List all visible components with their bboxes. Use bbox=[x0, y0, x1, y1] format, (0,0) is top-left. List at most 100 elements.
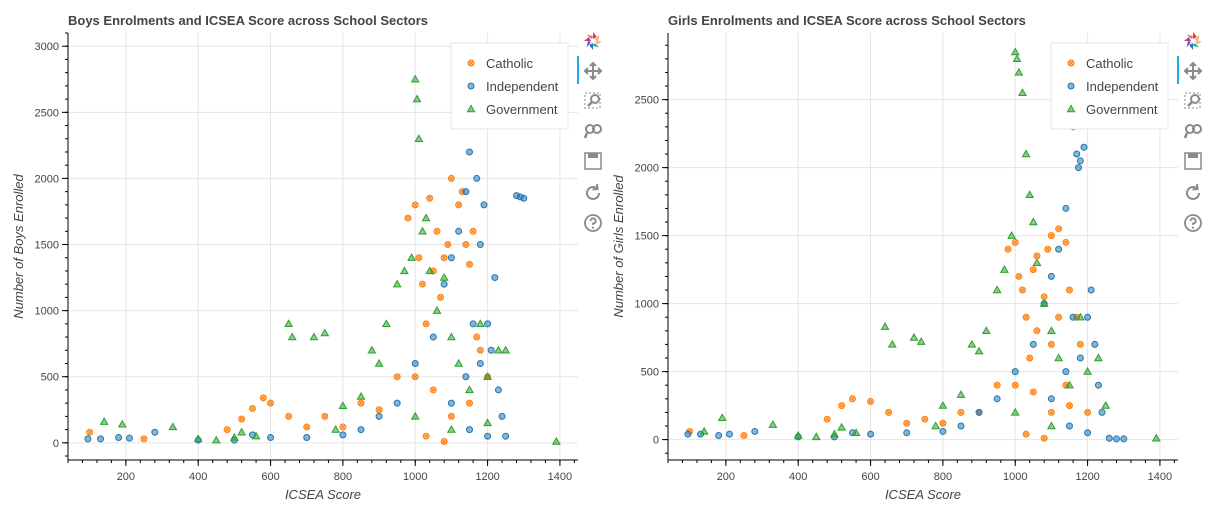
government-point bbox=[887, 339, 897, 348]
government-point bbox=[1021, 149, 1031, 158]
chart-title: Boys Enrolments and ICSEA Score across S… bbox=[68, 13, 428, 28]
catholic-point-cross bbox=[1027, 355, 1032, 361]
catholic-point-cross bbox=[424, 321, 429, 326]
x-tick-label: 400 bbox=[189, 471, 207, 483]
government-point bbox=[399, 266, 409, 275]
legend[interactable]: Catholic Independent Government bbox=[1050, 42, 1169, 130]
government-point bbox=[956, 390, 966, 398]
pan-icon[interactable] bbox=[582, 60, 606, 84]
catholic-point-cross bbox=[958, 410, 964, 415]
wheel-zoom-icon[interactable] bbox=[582, 120, 606, 144]
independent-point bbox=[476, 359, 484, 367]
legend-marker-catholic-cross bbox=[1068, 60, 1074, 66]
x-tick-label: 800 bbox=[334, 471, 352, 483]
independent-point bbox=[1029, 340, 1037, 348]
government-point bbox=[1093, 353, 1103, 362]
legend-box bbox=[450, 42, 569, 130]
government-point bbox=[465, 385, 474, 394]
y-axis-label: Number of Girls Enrolled bbox=[611, 175, 626, 318]
government-point bbox=[1046, 326, 1056, 335]
girls-scatter-plot[interactable]: Girls Enrolments and ICSEA Score across … bbox=[600, 0, 1200, 509]
save-icon[interactable] bbox=[582, 150, 606, 174]
boys-scatter-plot[interactable]: Boys Enrolments and ICSEA Score across S… bbox=[0, 0, 600, 509]
x-tick-label: 600 bbox=[861, 471, 879, 483]
catholic-point-cross bbox=[431, 387, 436, 393]
independent-point bbox=[1076, 157, 1084, 165]
catholic-point-cross bbox=[286, 414, 291, 419]
independent-point bbox=[440, 280, 448, 288]
catholic-point-cross bbox=[427, 196, 432, 201]
bokeh-logo-icon[interactable] bbox=[1182, 30, 1206, 54]
independent-point bbox=[339, 431, 347, 439]
independent-point bbox=[1098, 408, 1106, 416]
independent-point bbox=[1076, 354, 1084, 362]
catholic-point-cross bbox=[825, 417, 830, 422]
x-tick-label: 1000 bbox=[1003, 471, 1027, 483]
legend-label-independent[interactable]: Independent bbox=[486, 79, 559, 94]
y-tick-label: 2000 bbox=[35, 173, 59, 185]
legend-label-catholic[interactable]: Catholic bbox=[486, 56, 533, 71]
government-point bbox=[793, 430, 803, 439]
independent-point bbox=[1084, 429, 1092, 437]
government-point bbox=[475, 319, 485, 328]
bokeh-logo-icon[interactable] bbox=[582, 30, 606, 54]
x-tick-label: 200 bbox=[117, 471, 135, 483]
government-point bbox=[168, 422, 178, 431]
pan-icon[interactable] bbox=[1182, 60, 1206, 84]
government-point bbox=[367, 345, 377, 354]
catholic-point-cross bbox=[413, 374, 418, 379]
independent-point bbox=[1062, 368, 1070, 376]
wheel-zoom-icon[interactable] bbox=[1182, 120, 1206, 144]
government-point bbox=[1014, 67, 1024, 76]
box-zoom-icon[interactable] bbox=[582, 90, 606, 114]
reset-icon[interactable] bbox=[582, 182, 606, 206]
independent-point bbox=[462, 373, 470, 381]
reset-icon[interactable] bbox=[1182, 182, 1206, 206]
government-point bbox=[1018, 88, 1027, 97]
government-point bbox=[909, 333, 919, 341]
y-tick-label: 1500 bbox=[35, 240, 59, 252]
government-point bbox=[717, 413, 727, 422]
save-icon[interactable] bbox=[1182, 150, 1206, 174]
independent-point bbox=[494, 386, 502, 394]
independent-point bbox=[393, 399, 401, 407]
legend[interactable]: Catholic Independent Government bbox=[450, 42, 569, 130]
independent-point bbox=[357, 426, 365, 434]
government-point bbox=[851, 428, 861, 437]
catholic-point-cross bbox=[474, 334, 479, 340]
series-independent bbox=[84, 122, 528, 444]
government-point bbox=[1083, 367, 1093, 375]
catholic-point-cross bbox=[1013, 240, 1018, 245]
independent-point bbox=[520, 194, 528, 202]
legend-label-catholic[interactable]: Catholic bbox=[1086, 56, 1133, 71]
independent-point bbox=[715, 432, 723, 440]
catholic-point-cross bbox=[995, 383, 1000, 388]
legend-label-independent[interactable]: Independent bbox=[1086, 79, 1159, 94]
legend-label-government[interactable]: Government bbox=[486, 102, 558, 117]
catholic-point-cross bbox=[1078, 342, 1083, 347]
independent-point bbox=[903, 429, 911, 437]
government-point bbox=[1032, 258, 1042, 267]
independent-point bbox=[1047, 395, 1055, 403]
catholic-point-cross bbox=[1013, 383, 1018, 388]
government-point bbox=[981, 326, 991, 335]
y-tick-label: 1500 bbox=[635, 231, 659, 243]
independent-point bbox=[84, 435, 92, 443]
help-icon[interactable] bbox=[582, 212, 606, 236]
x-tick-label: 1400 bbox=[1148, 471, 1172, 483]
catholic-point-cross bbox=[456, 202, 461, 207]
independent-point bbox=[1105, 434, 1113, 442]
independent-point bbox=[1055, 245, 1063, 253]
catholic-point-cross bbox=[839, 403, 844, 408]
government-point bbox=[421, 213, 431, 222]
help-icon[interactable] bbox=[1182, 212, 1206, 236]
catholic-point-cross bbox=[1034, 328, 1040, 333]
independent-point bbox=[502, 432, 510, 440]
independent-point bbox=[957, 422, 965, 430]
y-tick-label: 500 bbox=[41, 372, 59, 384]
government-point bbox=[1065, 380, 1074, 389]
legend-label-government[interactable]: Government bbox=[1086, 102, 1158, 117]
box-zoom-icon[interactable] bbox=[1182, 90, 1206, 114]
catholic-point-cross bbox=[395, 374, 400, 379]
government-point bbox=[768, 420, 778, 428]
